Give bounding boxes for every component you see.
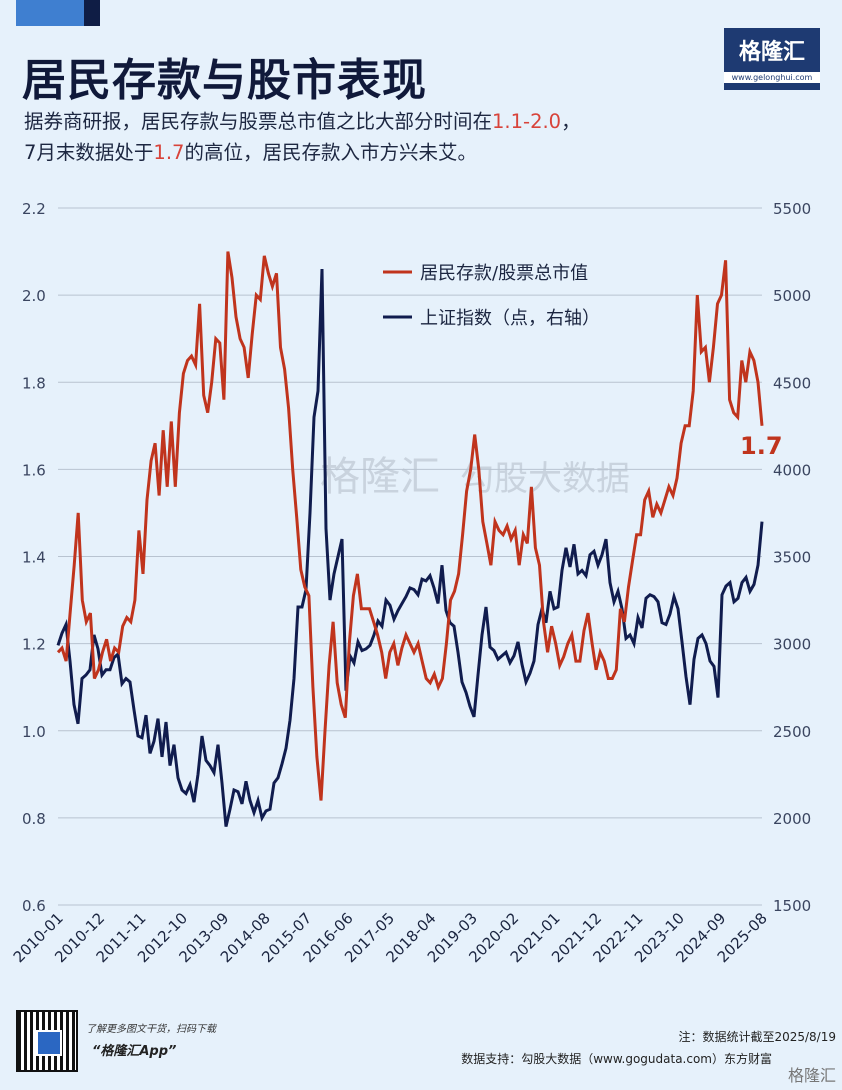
footer-promo: 了解更多图文干货，扫码下载: [86, 1024, 216, 1035]
corner-accent-dark: [84, 0, 100, 26]
y-left-tick-label: 0.6: [22, 897, 46, 915]
y-left-tick-label: 2.2: [22, 200, 46, 218]
footer-app-name: “格隆汇App”: [92, 1044, 177, 1059]
y-left-tick-label: 1.2: [22, 636, 46, 654]
page-title: 居民存款与股市表现: [22, 55, 427, 106]
y-right-tick-label: 3000: [773, 636, 811, 654]
y-left-tick-label: 2.0: [22, 287, 46, 305]
y-left-tick-label: 1.8: [22, 374, 46, 392]
watermark-gelonghui: 格隆汇: [320, 454, 440, 500]
legend: 居民存款/股票总市值 上证指数（点，右轴）: [383, 263, 600, 329]
subtitle-highlight-2: 1.7: [153, 141, 185, 164]
brand-logo-url: www.gelonghui.com: [724, 72, 820, 83]
y-right-tick-label: 2000: [773, 810, 811, 828]
end-value-label: 1.7: [740, 432, 783, 460]
y-left-tick-label: 0.8: [22, 810, 46, 828]
legend-label-index: 上证指数（点，右轴）: [420, 308, 600, 329]
subtitle-text-2b: 的高位，居民存款入市方兴未艾。: [184, 141, 477, 164]
series-line-deposit-ratio: [56, 251, 764, 801]
subtitle-text-1a: 据券商研报，居民存款与股票总市值之比大部分时间在: [24, 110, 493, 133]
subtitle-text-1b: ，: [561, 110, 581, 133]
brand-logo-text: 格隆汇: [738, 40, 805, 65]
y-right-tick-label: 5000: [773, 287, 811, 305]
y-right-tick-label: 5500: [773, 200, 811, 218]
qr-code-icon[interactable]: [16, 1010, 78, 1072]
y-right-tick-label: 1500: [773, 897, 811, 915]
x-axis: 2010-012010-122011-112012-102013-092014-…: [10, 909, 771, 966]
y-right-tick-label: 3500: [773, 549, 811, 567]
legend-label-ratio: 居民存款/股票总市值: [420, 263, 588, 284]
y-left-tick-label: 1.6: [22, 461, 46, 479]
watermark-gogudata: 勾股大数据: [460, 459, 630, 499]
brand-logo: 格隆汇 www.gelonghui.com: [724, 28, 820, 90]
y-left-tick-label: 1.4: [22, 549, 46, 567]
y-right-tick-label: 2500: [773, 723, 811, 741]
subtitle-text-2a: 7月末数据处于: [24, 141, 154, 164]
grid: [58, 207, 762, 906]
chart: 格隆汇 勾股大数据 0.6 0.8 1.0 1.2 1.4 1.6 1.8 2.0 2.2 15…: [10, 200, 811, 966]
subtitle-highlight-1: 1.1-2.0: [492, 110, 562, 133]
series-line-shanghai-index: [56, 268, 764, 827]
footer: 了解更多图文干货，扫码下载 “格隆汇App” 注：数据统计截至2025/8/19…: [0, 1000, 842, 1090]
y-axis-right: 1500 2000 2500 3000 3500 4000 4500 5000 5500: [773, 200, 811, 915]
corner-accent: [16, 0, 84, 26]
subtitle: 据券商研报，居民存款与股票总市值之比大部分时间在1.1-2.0， 7月末数据处于…: [24, 106, 784, 168]
y-right-tick-label: 4500: [773, 374, 811, 392]
y-right-tick-label: 4000: [773, 461, 811, 479]
footer-source: 数据支持：勾股大数据（www.gogudata.com）东方财富: [461, 1052, 772, 1066]
footer-note: 注：数据统计截至2025/8/19: [678, 1030, 836, 1044]
y-left-tick-label: 1.0: [22, 723, 46, 741]
footer-watermark: 格隆汇: [787, 1066, 836, 1085]
y-axis-left: 0.6 0.8 1.0 1.2 1.4 1.6 1.8 2.0 2.2: [22, 200, 46, 915]
